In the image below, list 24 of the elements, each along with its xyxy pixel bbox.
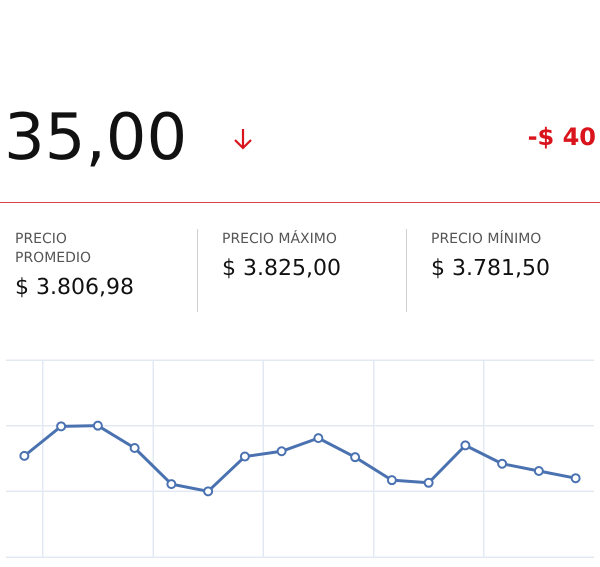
point	[497, 458, 508, 469]
point	[570, 473, 581, 484]
point	[240, 452, 250, 462]
point	[424, 478, 434, 488]
text: PRECIO MÍNIMO	[431, 230, 542, 249]
point	[166, 479, 176, 490]
point	[534, 466, 544, 476]
text: $ 3.781,50	[431, 256, 551, 282]
point	[386, 475, 397, 486]
text: -$ 40	[528, 123, 596, 151]
text: 35,00	[4, 101, 188, 175]
point	[313, 433, 324, 444]
text: $ 3.825,00	[222, 256, 342, 282]
text: $ 3.806,98	[15, 275, 135, 300]
point	[276, 446, 287, 456]
point	[92, 420, 103, 431]
point	[203, 486, 214, 496]
point	[130, 442, 140, 453]
text: PRECIO PROMEDIO	[15, 230, 92, 268]
point	[350, 452, 360, 462]
point	[56, 421, 66, 432]
point	[460, 440, 470, 450]
text: PRECIO MÁXIMO	[222, 230, 338, 249]
point	[19, 450, 30, 461]
